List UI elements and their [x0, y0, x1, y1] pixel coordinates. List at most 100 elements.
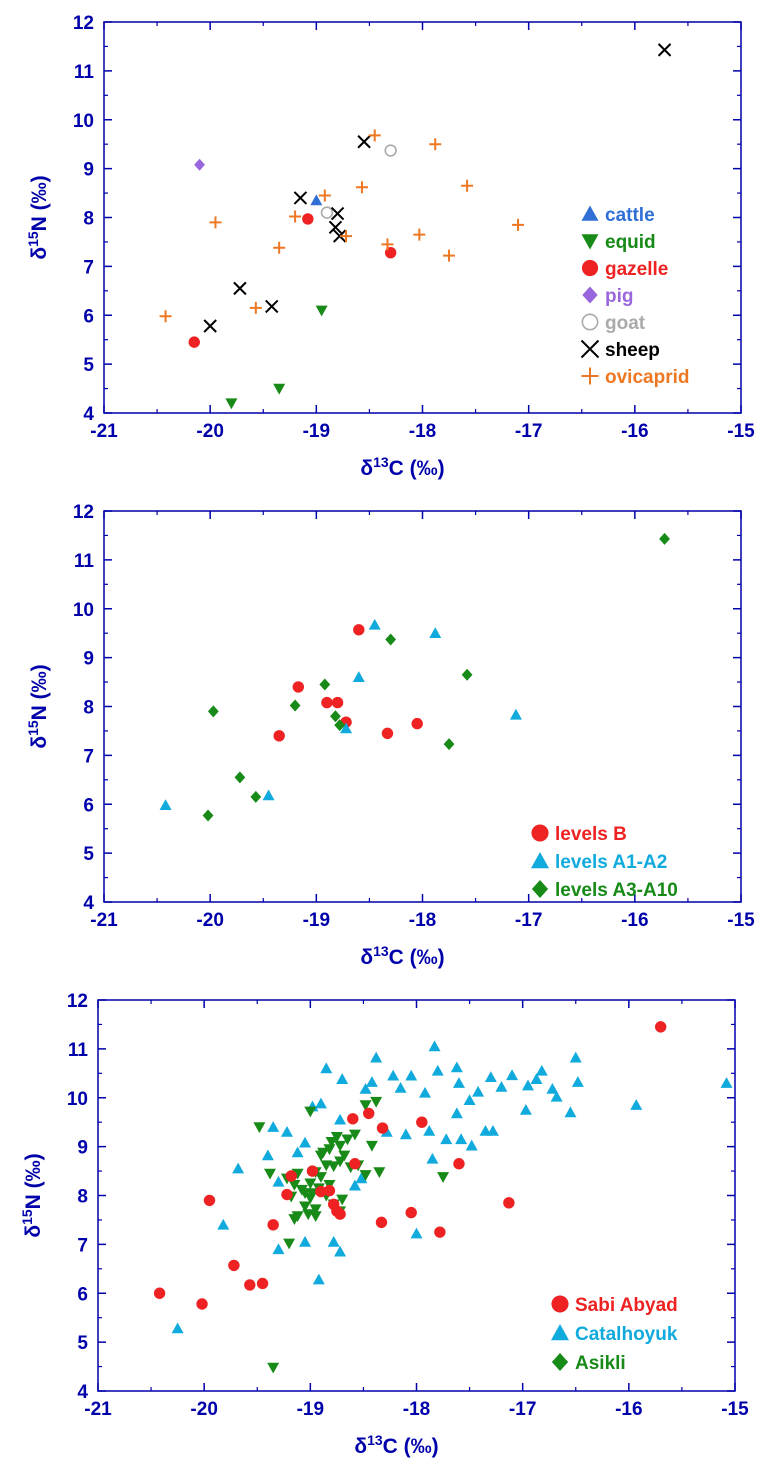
- y-tick-label: 8: [83, 698, 94, 719]
- legend-marker: [551, 1324, 569, 1340]
- data-point: [462, 669, 473, 681]
- scatter-plot-by-site: -21 -20 -19 -18 -17 -16 -15 4 5 6 7 8 9 10 11 12 δ13C (‰…: [0, 978, 762, 1467]
- legend-label: levels A1-A2: [555, 852, 667, 873]
- data-point: [520, 1104, 532, 1115]
- x-axis-label: δ13C (‰): [354, 1432, 438, 1458]
- data-point: [655, 1021, 666, 1032]
- x-tick-label: -19: [297, 1399, 324, 1420]
- data-point: [313, 1274, 325, 1285]
- y-tick-label: 7: [83, 746, 94, 767]
- data-point: [315, 1098, 327, 1109]
- y-tick-label: 6: [83, 306, 94, 327]
- data-point: [570, 1052, 582, 1063]
- data-point: [217, 1219, 229, 1230]
- data-point: [349, 1158, 360, 1169]
- y-tick-label: 8: [83, 209, 94, 230]
- data-point: [373, 1167, 385, 1178]
- legend-label: goat: [605, 313, 646, 334]
- data-point: [319, 190, 331, 202]
- data-point: [363, 1108, 374, 1119]
- data-point: [172, 1322, 184, 1333]
- y-tick-label: 7: [77, 1235, 88, 1256]
- y-tick-label: 11: [68, 1040, 89, 1061]
- data-point: [395, 1082, 407, 1093]
- data-point: [437, 1172, 449, 1183]
- data-point: [443, 250, 455, 262]
- data-point: [273, 384, 285, 395]
- data-point: [244, 1279, 255, 1290]
- data-point: [316, 306, 328, 317]
- data-point: [267, 1121, 279, 1132]
- data-point: [377, 1122, 388, 1133]
- data-point: [387, 1070, 399, 1081]
- y-tick-label: 9: [83, 160, 94, 181]
- y-tick-label: 10: [73, 600, 94, 621]
- x-tick-label: -15: [727, 910, 755, 931]
- data-point: [444, 738, 455, 750]
- legend-label: cattle: [605, 205, 655, 226]
- data-point: [366, 1076, 378, 1087]
- y-tick-label: 9: [77, 1138, 88, 1159]
- legend-marker: [582, 234, 599, 249]
- data-point: [413, 229, 425, 241]
- data-point: [189, 336, 200, 347]
- y-tick-label: 6: [77, 1284, 88, 1305]
- data-point: [385, 634, 396, 646]
- data-point: [358, 136, 370, 148]
- y-tick-label: 12: [67, 991, 88, 1012]
- legend-label: levels B: [555, 824, 627, 845]
- x-tick-label: -15: [721, 1399, 749, 1420]
- data-point: [472, 1086, 484, 1097]
- legend-label: levels A3-A10: [555, 880, 678, 901]
- data-point: [334, 1246, 346, 1257]
- data-point: [495, 1081, 507, 1092]
- data-point: [154, 1288, 165, 1299]
- data-point: [310, 1211, 322, 1222]
- data-point: [400, 1128, 412, 1139]
- data-point: [299, 1137, 311, 1148]
- data-point: [419, 1087, 431, 1098]
- y-tick-label: 4: [83, 893, 94, 914]
- data-point: [370, 1097, 382, 1108]
- data-point: [466, 1140, 478, 1151]
- data-point: [283, 1239, 295, 1250]
- x-tick-label: -16: [621, 421, 648, 442]
- data-point: [225, 398, 237, 409]
- x-tick-label: -17: [515, 421, 542, 442]
- x-tick-label: -20: [196, 421, 223, 442]
- x-axis-label: δ13C (‰): [360, 454, 444, 480]
- legend-marker: [582, 341, 599, 358]
- data-point: [196, 1298, 207, 1309]
- data-point: [264, 1169, 276, 1180]
- legend-marker: [582, 314, 597, 329]
- data-point: [366, 1141, 378, 1152]
- data-point: [721, 1077, 733, 1088]
- data-point: [630, 1099, 642, 1110]
- data-point: [208, 705, 219, 717]
- data-point: [485, 1071, 497, 1082]
- data-point: [347, 1113, 358, 1124]
- data-point: [426, 1153, 438, 1164]
- data-point: [429, 627, 441, 638]
- data-point: [232, 1163, 244, 1174]
- x-tick-label: -20: [196, 910, 223, 931]
- legend-marker: [551, 1295, 568, 1312]
- legend-marker: [552, 1353, 568, 1371]
- data-point: [572, 1076, 584, 1087]
- y-tick-label: 12: [73, 13, 94, 34]
- data-point: [332, 208, 344, 220]
- data-point: [273, 242, 285, 254]
- data-point: [659, 44, 671, 56]
- x-tick-label: -16: [621, 910, 648, 931]
- data-point: [405, 1070, 417, 1081]
- x-tick-label: -17: [515, 910, 542, 931]
- data-point: [411, 1228, 423, 1239]
- legend-marker: [582, 260, 598, 276]
- y-tick-label: 10: [67, 1089, 88, 1110]
- data-point: [416, 1116, 427, 1127]
- data-point: [322, 207, 333, 218]
- y-axis-label: δ15N (‰): [25, 664, 51, 748]
- data-point: [289, 211, 301, 223]
- y-axis-label: δ15N (‰): [19, 1153, 45, 1237]
- data-point: [209, 216, 221, 228]
